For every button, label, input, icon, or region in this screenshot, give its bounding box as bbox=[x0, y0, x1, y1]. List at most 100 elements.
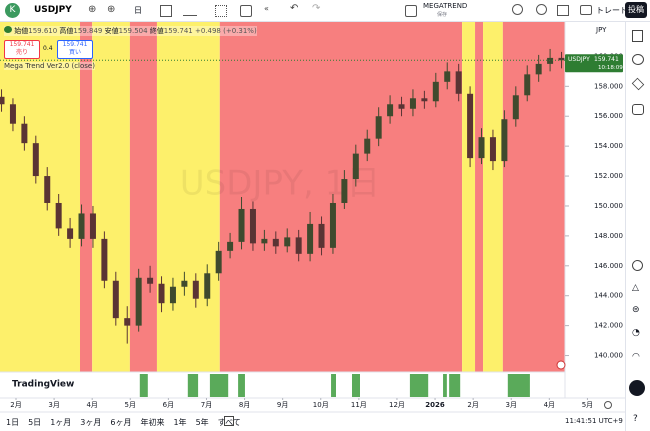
redo-icon[interactable]: ↷ bbox=[312, 3, 321, 14]
candle-body bbox=[524, 74, 531, 96]
trend-zone bbox=[483, 22, 503, 372]
chart-type-icon[interactable] bbox=[160, 5, 172, 17]
templates-icon[interactable] bbox=[215, 5, 227, 17]
ohlc-label: 安値 bbox=[104, 27, 119, 35]
candle-body bbox=[535, 63, 542, 75]
settings-icon[interactable] bbox=[604, 401, 612, 409]
symbol[interactable]: USDJPY bbox=[34, 5, 72, 15]
x-tick-label: 2月 bbox=[467, 401, 478, 409]
range-buttons: 1日 5日 1ヶ月 3ヶ月 6ヶ月 年初来 1年 5年 すべて bbox=[6, 417, 241, 428]
candle-body bbox=[421, 98, 428, 102]
quick-search[interactable] bbox=[512, 4, 523, 15]
candle-body bbox=[558, 57, 565, 61]
trend-zone bbox=[502, 22, 565, 372]
buy-price: 159.741 bbox=[62, 41, 88, 48]
candle-body bbox=[9, 104, 16, 124]
fullscreen[interactable] bbox=[557, 5, 569, 16]
x-tick-label: 9月 bbox=[277, 401, 288, 409]
candle-body bbox=[432, 81, 439, 102]
post-button[interactable]: 投稿 bbox=[625, 2, 647, 18]
replay-icon[interactable]: « bbox=[264, 4, 269, 13]
watermark: USDJPY, 1日 bbox=[180, 164, 380, 204]
trend-zone bbox=[462, 22, 476, 372]
range-button[interactable]: 3ヶ月 bbox=[80, 418, 102, 427]
x-tick-label: 11月 bbox=[351, 401, 367, 409]
layout-icon[interactable] bbox=[405, 5, 417, 17]
interval[interactable]: 日 bbox=[134, 6, 142, 15]
add-icon[interactable]: ⊕ bbox=[107, 4, 116, 15]
signal-bar bbox=[331, 374, 336, 397]
candle-body bbox=[135, 277, 142, 326]
x-tick-label: 12月 bbox=[389, 401, 405, 409]
range-button[interactable]: 年初来 bbox=[140, 418, 165, 427]
candle-body bbox=[215, 250, 222, 274]
trend-zone bbox=[475, 22, 484, 372]
x-tick-label: 8月 bbox=[239, 401, 250, 409]
candle-body bbox=[455, 71, 462, 94]
candle-body bbox=[261, 238, 268, 244]
range-button[interactable]: すべて bbox=[217, 418, 241, 427]
alerts-icon[interactable] bbox=[632, 54, 644, 65]
candle-body bbox=[295, 237, 302, 254]
candle-body bbox=[467, 93, 474, 159]
undo-icon[interactable]: ↶ bbox=[290, 3, 299, 14]
x-tick-label: 2月 bbox=[10, 401, 21, 409]
range-button[interactable]: 5日 bbox=[28, 418, 42, 427]
signal-bar bbox=[443, 374, 447, 397]
currency: JPY bbox=[595, 26, 607, 34]
signal-bar bbox=[187, 374, 199, 397]
snapshot[interactable] bbox=[580, 5, 592, 15]
sell-button[interactable]: 159.741 売り bbox=[4, 40, 40, 59]
candle-body bbox=[512, 95, 519, 120]
help-icon[interactable]: ? bbox=[633, 414, 638, 424]
trend-zone bbox=[80, 22, 93, 372]
avatar[interactable]: K bbox=[5, 3, 20, 18]
candle-body bbox=[501, 119, 508, 162]
signal-bar bbox=[238, 374, 245, 397]
candle-body bbox=[272, 238, 279, 247]
trend-zone bbox=[129, 22, 157, 372]
top-toolbar bbox=[0, 0, 650, 22]
logo: TradingView bbox=[12, 380, 74, 390]
candle-body bbox=[112, 280, 119, 319]
trade-button[interactable]: トレード bbox=[596, 6, 628, 15]
calendar-icon[interactable] bbox=[224, 416, 234, 426]
watchlist-icon[interactable] bbox=[632, 30, 643, 42]
target-icon[interactable] bbox=[632, 260, 643, 271]
candle-body bbox=[158, 283, 165, 304]
signal-bar bbox=[352, 374, 360, 397]
x-tick-label: 7月 bbox=[201, 401, 212, 409]
range-button[interactable]: 1年 bbox=[173, 418, 187, 427]
ohlc-value: 159.610 bbox=[28, 27, 58, 35]
range-button[interactable]: 5年 bbox=[195, 418, 209, 427]
candle-body bbox=[124, 318, 131, 326]
alert-icon[interactable] bbox=[556, 360, 566, 370]
candle-body bbox=[147, 277, 154, 284]
alert-icon[interactable] bbox=[240, 5, 252, 17]
x-tick-label: 5月 bbox=[125, 401, 136, 409]
ohlc-value: 159.849 bbox=[73, 27, 103, 35]
indicators-icon[interactable] bbox=[183, 5, 197, 16]
range-button[interactable]: 1日 bbox=[6, 418, 20, 427]
ideas-icon[interactable]: △ bbox=[632, 283, 639, 293]
stream-icon[interactable]: ◔ bbox=[632, 328, 640, 338]
buy-button[interactable]: 159.741 買い bbox=[57, 40, 93, 59]
price-axis bbox=[565, 22, 625, 412]
apps-icon[interactable] bbox=[629, 380, 645, 396]
trend-zone bbox=[156, 22, 220, 372]
range-button[interactable]: 1ヶ月 bbox=[50, 418, 72, 427]
range-button[interactable]: 6ヶ月 bbox=[110, 418, 132, 427]
layout-name[interactable]: MEGATREND bbox=[423, 2, 468, 10]
notifications-icon[interactable]: ◠ bbox=[632, 352, 640, 362]
candle-body bbox=[101, 238, 108, 281]
chat-icon[interactable] bbox=[632, 104, 644, 115]
compare-icon[interactable]: ⊕ bbox=[88, 4, 97, 15]
scripts-icon[interactable]: ⊜ bbox=[632, 305, 640, 315]
settings[interactable] bbox=[536, 4, 547, 15]
y-tick-label: 144.000 bbox=[594, 292, 623, 300]
candle-body bbox=[44, 176, 51, 203]
x-tick-label: 3月 bbox=[506, 401, 517, 409]
candle-body bbox=[249, 208, 256, 244]
